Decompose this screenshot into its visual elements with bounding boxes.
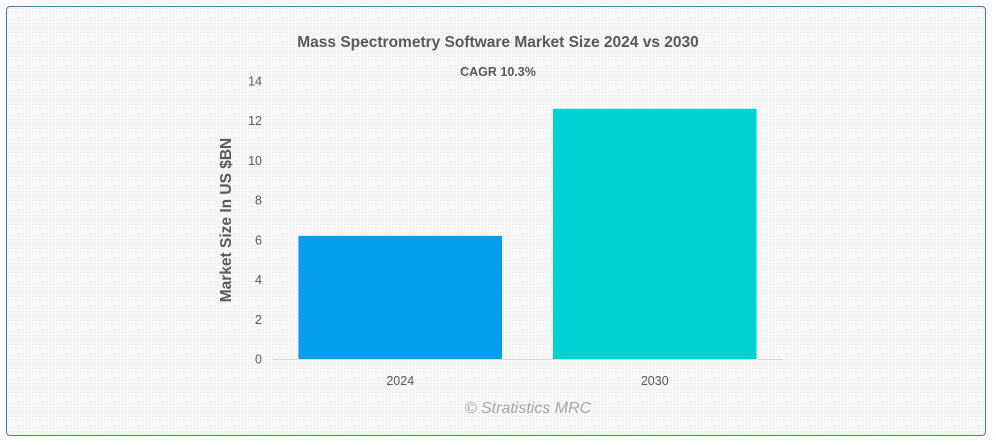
y-tick-label: 2 xyxy=(255,313,262,327)
x-axis-ticks: 2024 2030 xyxy=(386,374,668,388)
y-tick-label: 4 xyxy=(255,273,262,287)
bar-2024 xyxy=(298,235,503,359)
chart-frame xyxy=(6,6,986,436)
y-tick-label: 8 xyxy=(255,194,262,208)
x-tick-label: 2030 xyxy=(641,374,669,388)
y-tick-label: 0 xyxy=(255,353,262,367)
y-tick-label: 14 xyxy=(248,75,262,89)
y-axis-ticks: 0 2 4 6 8 10 12 14 xyxy=(248,75,262,367)
watermark: © Stratistics MRC xyxy=(465,400,592,417)
y-tick-label: 10 xyxy=(248,154,262,168)
y-tick-label: 12 xyxy=(248,114,262,128)
y-axis-label: Market Size In US $BN xyxy=(218,138,235,303)
chart-title: Mass Spectrometry Software Market Size 2… xyxy=(297,34,699,51)
y-tick-label: 6 xyxy=(255,233,262,247)
chart-subtitle: CAGR 10.3% xyxy=(460,65,536,79)
bar-2030 xyxy=(552,108,757,359)
x-tick-label: 2024 xyxy=(386,374,414,388)
bars xyxy=(298,108,757,359)
